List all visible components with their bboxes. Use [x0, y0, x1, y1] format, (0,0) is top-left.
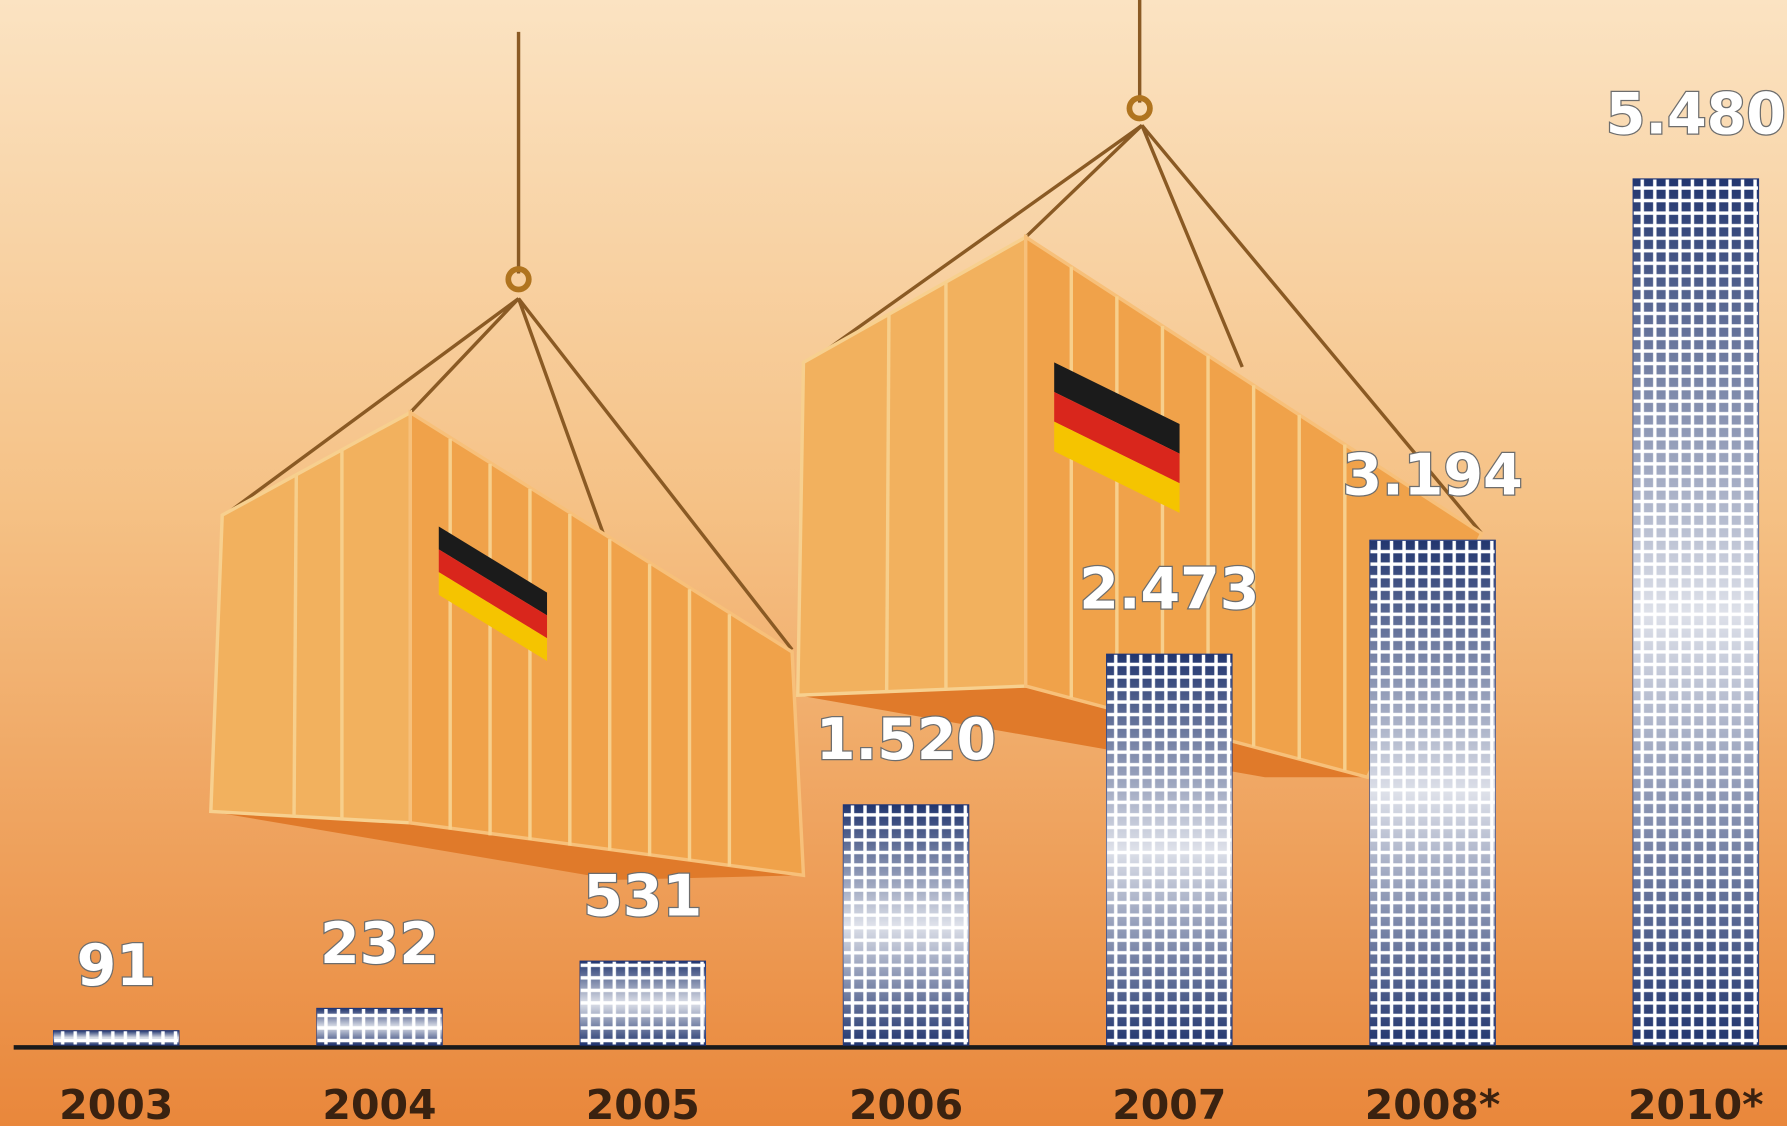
- bar-glow: [1633, 178, 1759, 1046]
- x-tick-label: 2010*: [1628, 1081, 1764, 1126]
- x-tick-label: 2003: [59, 1081, 173, 1126]
- x-tick-label: 2005: [586, 1081, 700, 1126]
- x-tick-label: 2007: [1112, 1081, 1226, 1126]
- bar-glow: [1369, 540, 1496, 1046]
- bar-glow: [580, 961, 706, 1046]
- value-label: 1.520: [816, 707, 996, 773]
- x-tick-label: 2004: [322, 1081, 436, 1126]
- container-illustration: [796, 0, 1484, 780]
- value-label: 5.480: [1606, 81, 1786, 147]
- value-label: 2.473: [1079, 557, 1259, 623]
- bar-glow: [1106, 654, 1232, 1046]
- x-tick-label: 2008*: [1365, 1081, 1501, 1126]
- bar-glow: [53, 1030, 179, 1046]
- value-label: 531: [583, 864, 702, 930]
- container-illustration: [209, 31, 806, 880]
- value-label: 91: [77, 933, 156, 999]
- x-tick-label: 2006: [849, 1081, 963, 1126]
- value-label: 3.194: [1342, 443, 1522, 509]
- value-label: 232: [320, 911, 439, 977]
- bar-glow: [843, 804, 969, 1046]
- bar-glow: [316, 1008, 443, 1046]
